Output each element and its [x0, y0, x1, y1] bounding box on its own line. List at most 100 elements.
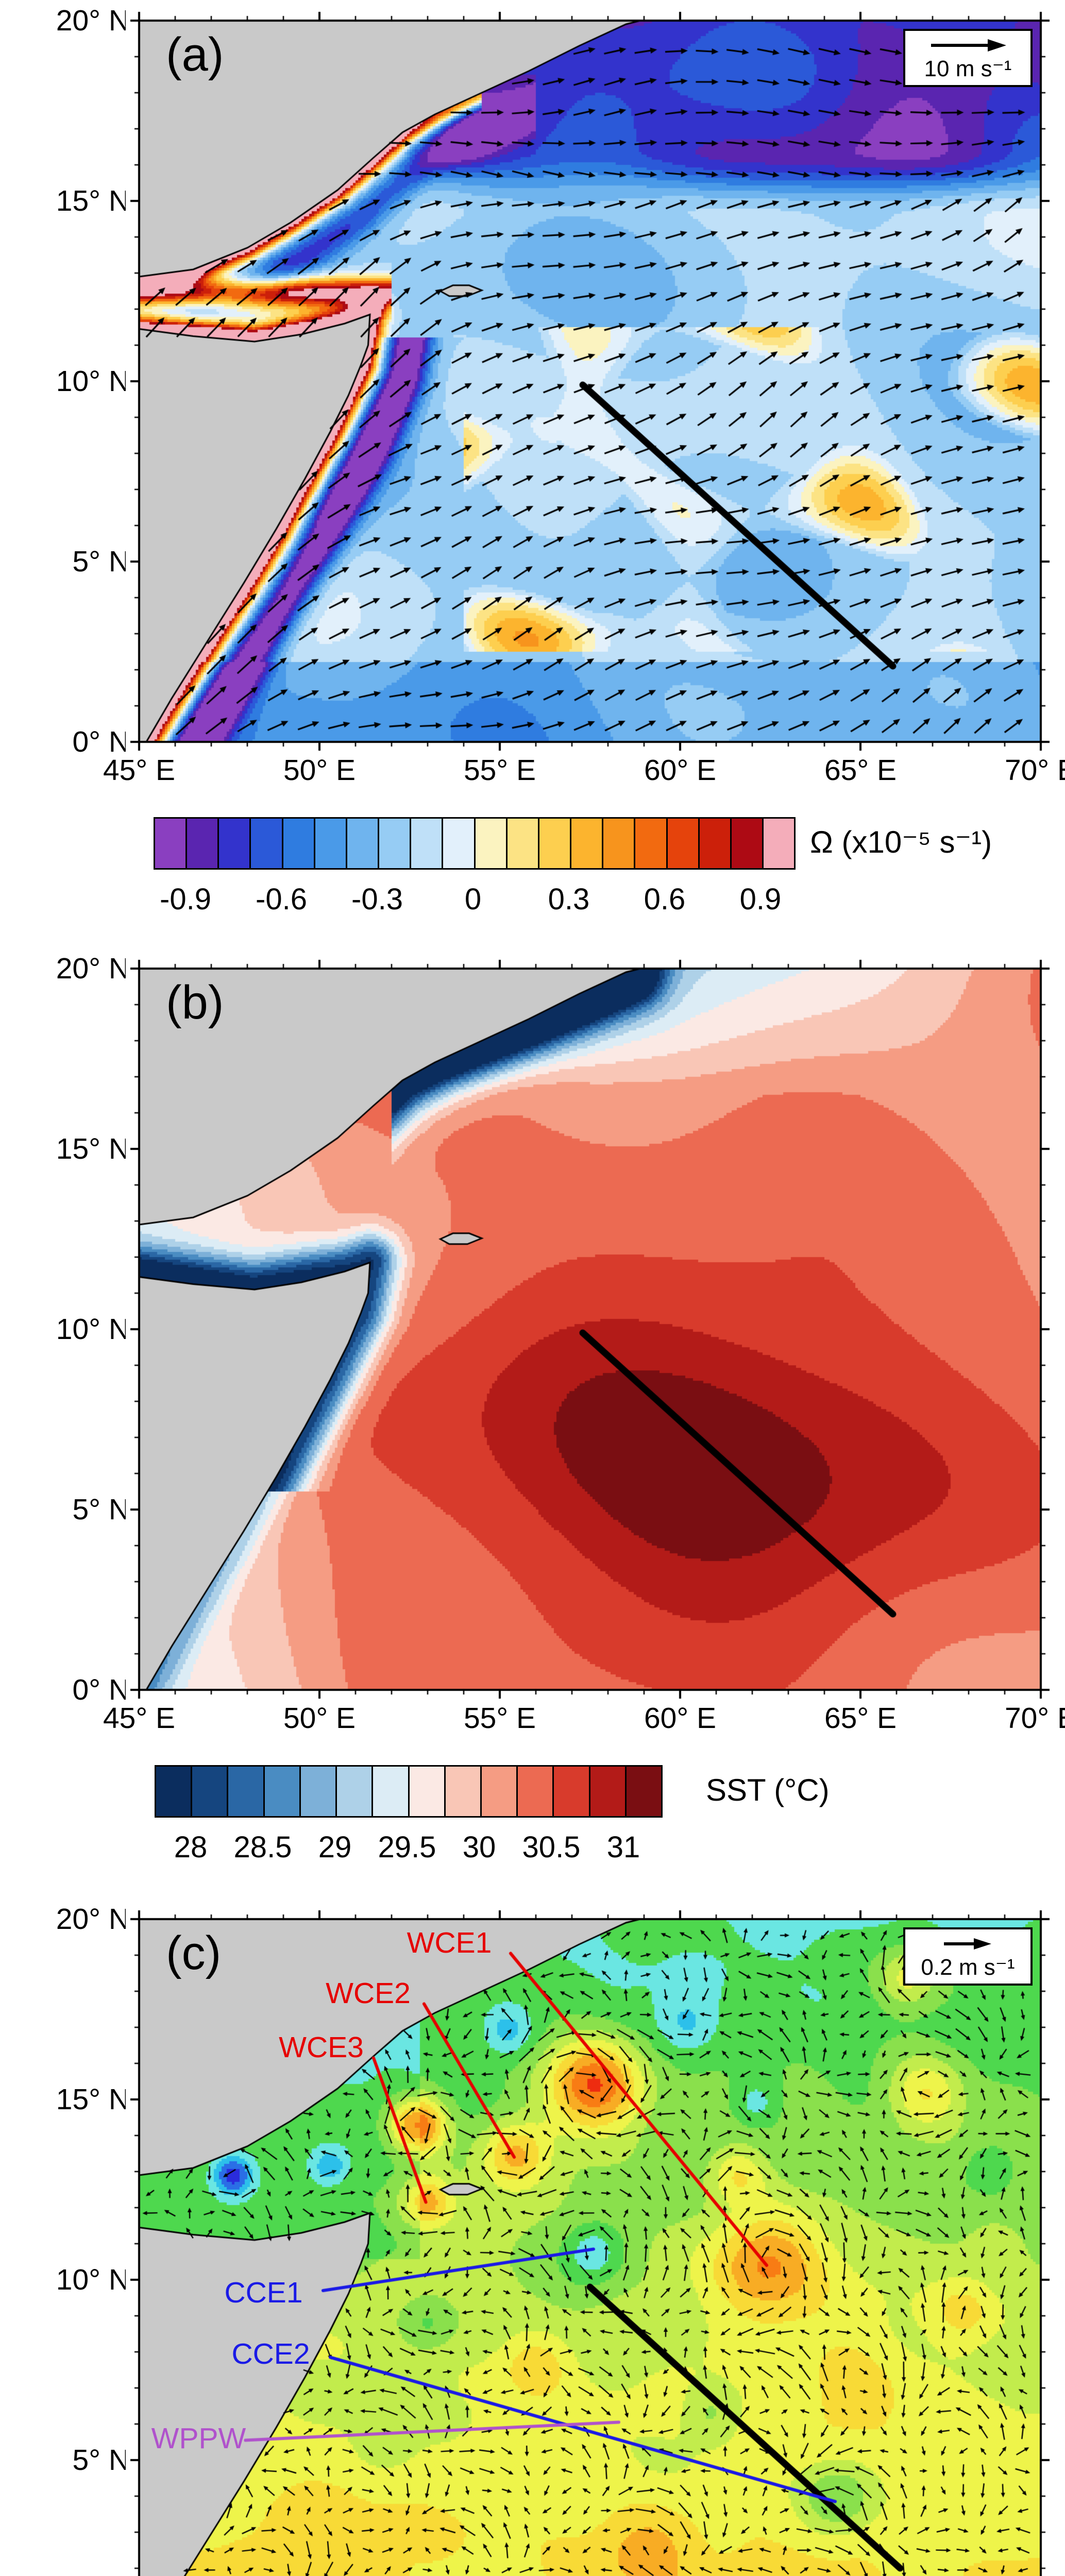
- colorbar-b: [155, 1765, 663, 1818]
- colorbar-ticks-a: -0.9 -0.6 -0.3 0 0.3 0.6 0.9: [154, 882, 792, 916]
- eddy-label-wce1: WCE1: [407, 1926, 492, 1959]
- eddy-label-cce1: CCE1: [224, 2276, 303, 2309]
- panel-letter-b: (b): [166, 976, 224, 1029]
- map-b: (b): [126, 955, 1054, 1703]
- y-tick-label: 10° N: [56, 2263, 130, 2296]
- eddy-label-wce2: WCE2: [326, 1976, 411, 2010]
- colorbar-tick-label: 29.5: [378, 1831, 436, 1864]
- y-tick-label: 20° N: [56, 4, 130, 37]
- colorbar-cell: [699, 819, 732, 868]
- y-tick-label: 5° N: [72, 1493, 130, 1526]
- colorbar-tick-label: -0.3: [351, 883, 403, 916]
- colorbar-cell: [219, 819, 251, 868]
- y-tick-label: 20° N: [56, 1903, 130, 1936]
- panel-letter-c: (c): [166, 1927, 222, 1979]
- x-tick-label: 55° E: [463, 1702, 536, 1735]
- colorbar-tick-label: 30.5: [522, 1831, 581, 1864]
- x-tick-label: 60° E: [644, 1702, 717, 1735]
- map-a: (a) 10 m s⁻¹: [126, 7, 1054, 755]
- eddy-annotation-layer: WCE1 WCE2 WCE3 CCE1 CCE2 WPPW: [139, 1919, 1041, 2576]
- colorbar-cell: [373, 1767, 410, 1816]
- map-canvas-b: [126, 955, 1054, 1703]
- current-reference-label: 0.2 m s⁻¹: [921, 1955, 1015, 1980]
- colorbar-tick-label: 29: [318, 1831, 352, 1864]
- colorbar-cell: [443, 819, 476, 868]
- colorbar-cell: [626, 1767, 662, 1816]
- panel-letter-a: (a): [166, 28, 224, 81]
- colorbar-cell: [379, 819, 412, 868]
- x-tick-label: 45° E: [103, 754, 176, 787]
- colorbar-cell: [251, 819, 283, 868]
- colorbar-tick-label: 0.6: [644, 883, 686, 916]
- colorbar-cell: [155, 819, 188, 868]
- y-tick-label: 0° N: [72, 725, 130, 758]
- colorbar-tick-label: 30: [462, 1831, 496, 1864]
- colorbar-cell: [300, 1767, 337, 1816]
- eddy-label-wce3: WCE3: [279, 2030, 364, 2064]
- colorbar-tick-label: -0.9: [160, 883, 211, 916]
- colorbar-cell: [337, 1767, 374, 1816]
- colorbar-cell: [347, 819, 380, 868]
- y-axis-a: 0° N 5° N 10° N 15° N 20° N: [13, 4, 133, 758]
- wind-reference-arrow-icon: [931, 39, 1006, 52]
- colorbar-cell: [411, 819, 444, 868]
- eddy-label-cce2: CCE2: [231, 2337, 310, 2370]
- y-axis-b: 0° N 5° N 10° N 15° N 20° N: [13, 952, 133, 1706]
- colorbar-cell: [667, 819, 700, 868]
- y-tick-label: 5° N: [72, 2444, 130, 2477]
- wind-reference-label: 10 m s⁻¹: [924, 56, 1012, 81]
- y-tick-label: 5° N: [72, 545, 130, 578]
- colorbar-cell: [409, 1767, 446, 1816]
- colorbar-cell: [187, 819, 219, 868]
- colorbar-cell: [539, 819, 572, 868]
- colorbar-cell: [590, 1767, 627, 1816]
- colorbar-cell: [445, 1767, 482, 1816]
- colorbar-cell: [283, 819, 315, 868]
- y-tick-label: 15° N: [56, 2083, 130, 2116]
- y-tick-label: 15° N: [56, 184, 130, 217]
- map-canvas-a: [126, 7, 1054, 755]
- y-tick-label: 10° N: [56, 1313, 130, 1346]
- colorbar-tick-label: 28: [174, 1831, 208, 1864]
- colorbar-cell: [264, 1767, 301, 1816]
- colorbar-tick-label: 31: [606, 1831, 640, 1864]
- wind-reference-box: 10 m s⁻¹: [903, 29, 1033, 87]
- colorbar-cell: [156, 1767, 193, 1816]
- map-canvas-c: [126, 1906, 1054, 2576]
- colorbar-tick-label: -0.6: [256, 883, 307, 916]
- colorbar-a: [154, 817, 796, 870]
- x-tick-label: 70° E: [1004, 1702, 1065, 1735]
- x-axis-a: 45° E 50° E 55° E 60° E 65° E 70° E: [103, 753, 1065, 789]
- colorbar-cell: [507, 819, 539, 868]
- current-reference-box: 0.2 m s⁻¹: [903, 1927, 1033, 1986]
- colorbar-tick-label: 28.5: [233, 1831, 292, 1864]
- colorbar-cell: [731, 819, 764, 868]
- colorbar-cell: [554, 1767, 590, 1816]
- x-tick-label: 50° E: [283, 1702, 356, 1735]
- current-reference-arrow-icon: [943, 1938, 991, 1950]
- eddy-label-wppw: WPPW: [151, 2422, 246, 2455]
- colorbar-cell: [571, 819, 604, 868]
- colorbar-cell: [315, 819, 347, 868]
- x-tick-label: 60° E: [644, 754, 717, 787]
- x-tick-label: 65° E: [824, 754, 897, 787]
- y-tick-label: 10° N: [56, 365, 130, 398]
- colorbar-cell: [228, 1767, 265, 1816]
- colorbar-unit-a: Ω (x10⁻⁵ s⁻¹): [810, 825, 992, 859]
- x-tick-label: 70° E: [1004, 754, 1065, 787]
- y-tick-label: 15° N: [56, 1132, 130, 1165]
- colorbar-ticks-b: 28 28.5 29 29.5 30 30.5 31: [155, 1830, 660, 1864]
- y-axis-c: 0° N5° N10° N15° N20° N: [13, 1903, 133, 2576]
- colorbar-cell: [518, 1767, 554, 1816]
- colorbar-unit-b: SST (°C): [706, 1773, 830, 1807]
- x-tick-label: 55° E: [463, 754, 536, 787]
- colorbar-tick-label: 0: [464, 883, 482, 916]
- colorbar-cell: [763, 819, 794, 868]
- map-c: (c) 0.2 m s⁻¹ WCE1 WCE2 WCE3 CCE1 CCE2 WPPW: [126, 1906, 1054, 2576]
- x-tick-label: 50° E: [283, 754, 356, 787]
- x-axis-b: 45° E 50° E 55° E 60° E 65° E 70° E: [103, 1701, 1065, 1737]
- colorbar-cell: [192, 1767, 229, 1816]
- colorbar-cell: [481, 1767, 518, 1816]
- colorbar-cell: [635, 819, 668, 868]
